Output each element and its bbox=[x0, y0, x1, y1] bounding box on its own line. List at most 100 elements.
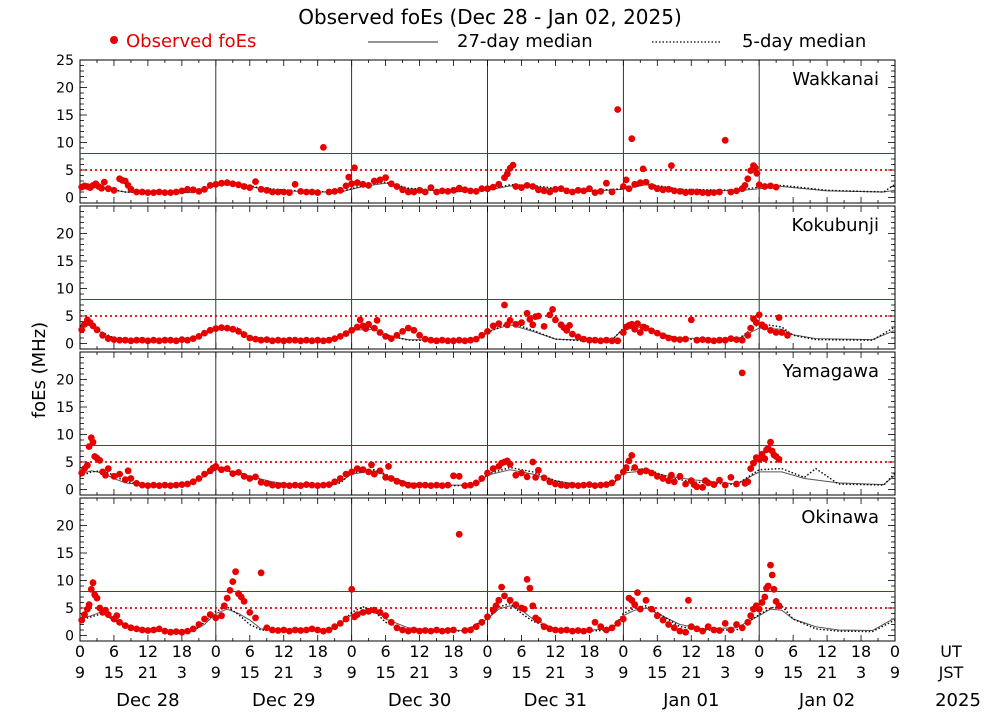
observed-point bbox=[642, 178, 650, 186]
observed-point bbox=[297, 337, 305, 345]
observed-point bbox=[750, 459, 757, 467]
observed-point bbox=[229, 578, 237, 585]
observed-point bbox=[201, 615, 208, 623]
observed-point bbox=[226, 587, 234, 594]
year-label: 2025 bbox=[935, 690, 981, 711]
observed-point bbox=[252, 178, 259, 186]
observed-point bbox=[87, 585, 95, 593]
observed-point bbox=[195, 188, 203, 195]
observed-point bbox=[167, 628, 175, 636]
observed-point bbox=[628, 135, 636, 143]
station-label-wakkanai: Wakkanai bbox=[792, 69, 879, 90]
chart-title: Observed foEs (Dec 28 - Jan 02, 2025) bbox=[298, 5, 682, 29]
y-tick-label: 15 bbox=[56, 108, 74, 124]
observed-point bbox=[489, 322, 497, 330]
observed-point bbox=[116, 470, 123, 478]
observed-point bbox=[526, 315, 534, 323]
observed-point bbox=[96, 457, 104, 464]
observed-point bbox=[535, 186, 542, 194]
x-tick-label-jst: 21 bbox=[274, 663, 294, 682]
observed-point bbox=[699, 336, 706, 343]
observed-point bbox=[444, 188, 452, 195]
observed-point bbox=[478, 185, 486, 193]
observed-point bbox=[772, 183, 780, 191]
x-tick-label-jst: 9 bbox=[890, 663, 900, 682]
observed-point bbox=[670, 187, 678, 195]
observed-point bbox=[586, 481, 593, 488]
observed-point bbox=[659, 186, 667, 194]
observed-point bbox=[393, 624, 401, 632]
observed-point bbox=[359, 466, 367, 474]
observed-point bbox=[393, 477, 401, 485]
observed-point bbox=[639, 165, 647, 173]
observed-point bbox=[631, 464, 639, 471]
observed-point bbox=[670, 624, 678, 632]
observed-point bbox=[738, 624, 746, 632]
observed-point bbox=[682, 335, 689, 343]
observed-point bbox=[450, 626, 457, 634]
observed-point bbox=[212, 180, 220, 188]
observed-point bbox=[608, 337, 616, 345]
observed-point bbox=[512, 183, 520, 190]
x-tick-label-ut: 6 bbox=[516, 642, 526, 661]
observed-point bbox=[614, 337, 622, 345]
observed-point bbox=[314, 482, 322, 489]
observed-point bbox=[124, 467, 132, 475]
observed-point bbox=[78, 326, 86, 334]
observed-point bbox=[591, 482, 599, 489]
observed-point bbox=[359, 180, 367, 188]
observed-point bbox=[498, 583, 505, 591]
observed-point bbox=[325, 336, 333, 344]
observed-point bbox=[721, 136, 729, 144]
observed-points-yamagawa bbox=[78, 369, 783, 491]
observed-point bbox=[308, 188, 316, 196]
y-tick-label: 0 bbox=[65, 191, 74, 207]
observed-point bbox=[569, 188, 576, 196]
x-tick-label-ut: 6 bbox=[652, 642, 662, 661]
observed-point bbox=[597, 188, 605, 195]
observed-point bbox=[676, 472, 684, 480]
observed-point bbox=[574, 627, 582, 634]
observed-point bbox=[574, 482, 582, 489]
observed-point bbox=[642, 596, 650, 604]
observed-point bbox=[549, 306, 556, 313]
observed-point bbox=[727, 474, 735, 481]
observed-point bbox=[370, 324, 378, 332]
observed-point bbox=[603, 336, 610, 344]
observed-point bbox=[472, 335, 480, 343]
observed-point bbox=[84, 461, 91, 469]
observed-point bbox=[404, 627, 412, 635]
observed-point bbox=[399, 328, 406, 335]
observed-point bbox=[710, 337, 718, 345]
observed-point bbox=[557, 481, 565, 489]
observed-point bbox=[104, 611, 112, 618]
observed-point bbox=[693, 188, 701, 196]
observed-point bbox=[636, 468, 644, 476]
x-tick-label-ut: 0 bbox=[618, 642, 628, 661]
observed-point bbox=[506, 460, 514, 468]
observed-point bbox=[764, 582, 772, 590]
observed-point bbox=[484, 469, 491, 477]
observed-point bbox=[336, 620, 344, 627]
observed-point bbox=[461, 482, 469, 489]
observed-point bbox=[546, 188, 554, 196]
observed-point bbox=[755, 311, 763, 319]
observed-point bbox=[770, 585, 778, 593]
observed-point bbox=[704, 479, 712, 487]
observed-point bbox=[89, 438, 97, 446]
observed-point bbox=[150, 336, 158, 344]
observed-point bbox=[320, 144, 327, 151]
observed-point bbox=[85, 601, 93, 609]
observed-point bbox=[580, 335, 588, 343]
observed-point bbox=[201, 185, 208, 193]
observed-point bbox=[721, 481, 729, 489]
y-tick-label: 25 bbox=[56, 53, 74, 69]
observed-point bbox=[509, 161, 517, 169]
observed-point bbox=[608, 188, 616, 196]
observed-point bbox=[161, 336, 169, 344]
observed-point bbox=[668, 471, 675, 479]
observed-point bbox=[308, 337, 316, 345]
observed-point bbox=[444, 337, 452, 345]
observed-point bbox=[484, 185, 491, 193]
observed-point bbox=[399, 480, 406, 487]
